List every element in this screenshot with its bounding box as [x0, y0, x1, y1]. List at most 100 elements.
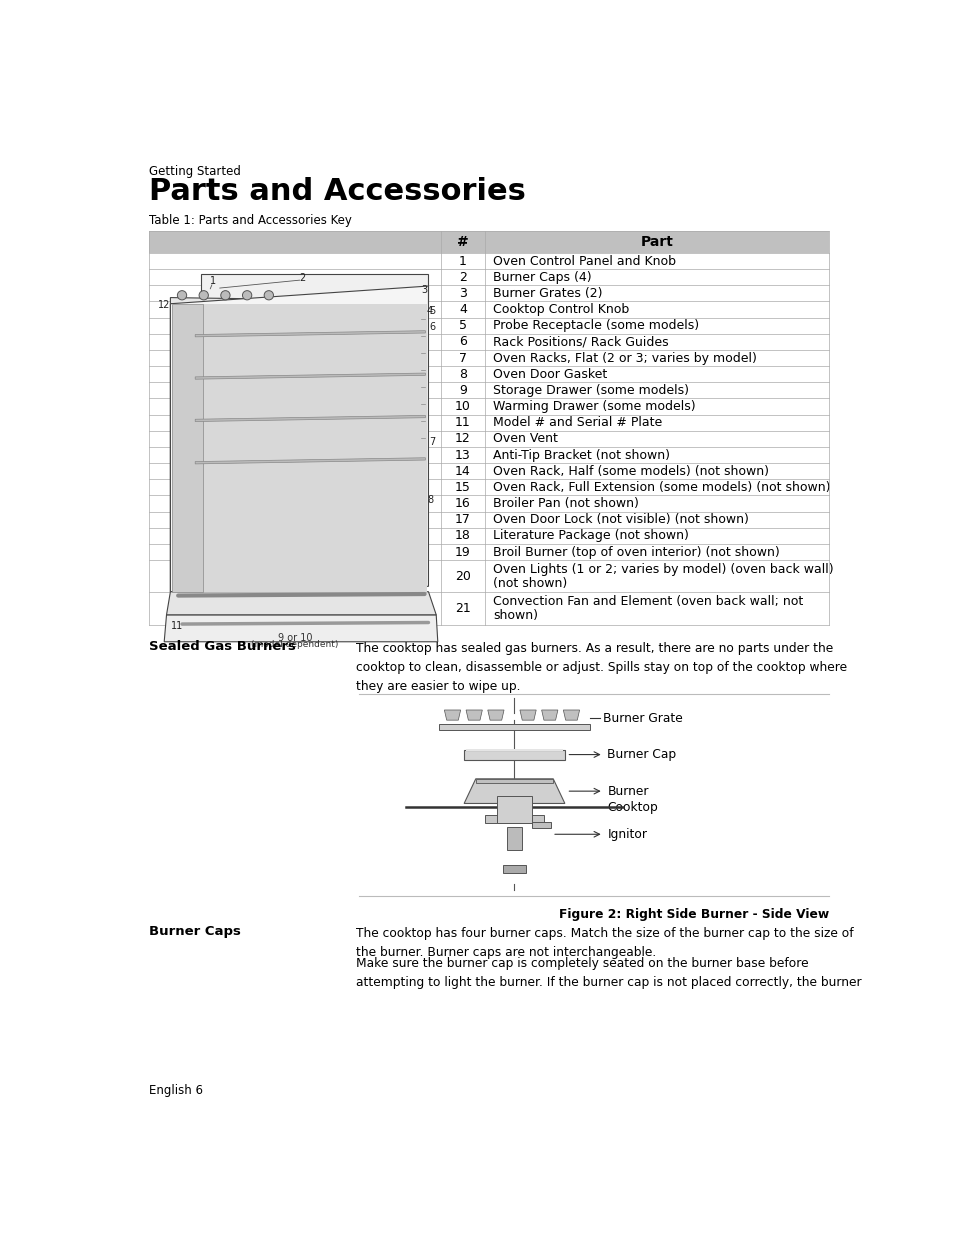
Polygon shape	[541, 710, 558, 720]
Bar	[506, 826, 521, 850]
Text: Oven Door Gasket: Oven Door Gasket	[493, 368, 606, 380]
Text: 15: 15	[455, 480, 471, 494]
Bar	[149, 231, 828, 253]
Text: Ignitor: Ignitor	[607, 827, 647, 841]
Text: Oven Vent: Oven Vent	[493, 432, 558, 446]
Polygon shape	[172, 304, 203, 592]
Text: 12: 12	[158, 300, 171, 310]
Text: (not shown): (not shown)	[493, 577, 566, 590]
Text: 13: 13	[455, 448, 471, 462]
Text: 19: 19	[455, 546, 471, 558]
Circle shape	[199, 290, 208, 300]
Text: 11: 11	[171, 621, 183, 631]
Text: Sealed Gas Burners: Sealed Gas Burners	[149, 640, 295, 653]
Text: Burner Grates (2): Burner Grates (2)	[493, 287, 601, 300]
Text: Parts and Accessories: Parts and Accessories	[149, 178, 525, 206]
Text: 4: 4	[427, 306, 433, 316]
Text: Figure 2: Right Side Burner - Side View: Figure 2: Right Side Burner - Side View	[558, 908, 828, 921]
Text: Make sure the burner cap is completely seated on the burner base before
attempti: Make sure the burner cap is completely s…	[355, 957, 861, 989]
Text: 16: 16	[455, 496, 471, 510]
Bar	[497, 795, 532, 823]
Circle shape	[242, 290, 252, 300]
Text: The cooktop has sealed gas burners. As a result, there are no parts under the
co: The cooktop has sealed gas burners. As a…	[355, 642, 846, 693]
Text: Oven Door Lock (not visible) (not shown): Oven Door Lock (not visible) (not shown)	[493, 514, 748, 526]
Polygon shape	[444, 710, 460, 720]
Polygon shape	[167, 592, 436, 615]
Bar	[532, 823, 551, 829]
Text: Burner Grate: Burner Grate	[602, 711, 682, 725]
Polygon shape	[519, 710, 536, 720]
Text: Literature Package (not shown): Literature Package (not shown)	[493, 530, 688, 542]
Text: 5: 5	[458, 319, 466, 332]
Polygon shape	[195, 331, 425, 337]
Polygon shape	[195, 373, 425, 379]
Text: Cooktop: Cooktop	[607, 800, 658, 814]
Polygon shape	[164, 615, 437, 642]
Text: 9: 9	[458, 384, 466, 396]
Text: 18: 18	[455, 530, 471, 542]
Text: 10: 10	[455, 400, 471, 412]
Text: 6: 6	[429, 322, 435, 332]
Text: Broiler Pan (not shown): Broiler Pan (not shown)	[493, 496, 638, 510]
Bar	[485, 815, 543, 823]
Text: Oven Lights (1 or 2; varies by model) (oven back wall): Oven Lights (1 or 2; varies by model) (o…	[493, 563, 833, 576]
Text: Model # and Serial # Plate: Model # and Serial # Plate	[493, 416, 661, 430]
Circle shape	[177, 290, 187, 300]
Text: 1: 1	[458, 254, 466, 268]
Text: Table 1: Parts and Accessories Key: Table 1: Parts and Accessories Key	[149, 214, 352, 227]
Text: 2: 2	[458, 270, 466, 284]
Polygon shape	[171, 304, 201, 592]
Text: 9 or 10: 9 or 10	[277, 632, 312, 642]
Polygon shape	[562, 710, 579, 720]
Text: 20: 20	[455, 569, 471, 583]
Text: 11: 11	[455, 416, 471, 430]
Text: Warming Drawer (some models): Warming Drawer (some models)	[493, 400, 695, 412]
Bar	[476, 779, 553, 783]
Text: (model dependent): (model dependent)	[251, 640, 338, 650]
Polygon shape	[466, 710, 482, 720]
Polygon shape	[464, 779, 564, 804]
Polygon shape	[201, 274, 428, 301]
Text: Oven Control Panel and Knob: Oven Control Panel and Knob	[493, 254, 675, 268]
Text: 7: 7	[429, 437, 435, 447]
Text: Oven Rack, Half (some models) (not shown): Oven Rack, Half (some models) (not shown…	[493, 464, 768, 478]
Text: 4: 4	[458, 303, 466, 316]
Polygon shape	[195, 458, 425, 464]
Bar	[464, 750, 564, 760]
Text: Anti-Tip Bracket (not shown): Anti-Tip Bracket (not shown)	[493, 448, 669, 462]
Text: Probe Receptacle (some models): Probe Receptacle (some models)	[493, 319, 699, 332]
Text: Storage Drawer (some models): Storage Drawer (some models)	[493, 384, 688, 396]
Text: 3: 3	[421, 285, 427, 295]
Text: The cooktop has four burner caps. Match the size of the burner cap to the size o: The cooktop has four burner caps. Match …	[355, 926, 852, 958]
Bar	[465, 748, 562, 751]
Text: Oven Rack, Full Extension (some models) (not shown): Oven Rack, Full Extension (some models) …	[493, 480, 829, 494]
Polygon shape	[195, 415, 425, 421]
Text: Part: Part	[640, 235, 673, 249]
Text: 7: 7	[458, 352, 466, 364]
Text: 8: 8	[427, 495, 434, 505]
Text: Burner: Burner	[607, 784, 648, 798]
Text: 12: 12	[455, 432, 471, 446]
Text: 1: 1	[210, 275, 216, 285]
Bar	[438, 724, 590, 730]
Text: Broil Burner (top of oven interior) (not shown): Broil Burner (top of oven interior) (not…	[493, 546, 779, 558]
Text: Burner Caps: Burner Caps	[149, 925, 240, 939]
Polygon shape	[203, 304, 427, 592]
Text: Burner Cap: Burner Cap	[607, 748, 676, 761]
Text: 8: 8	[458, 368, 466, 380]
Text: Oven Racks, Flat (2 or 3; varies by model): Oven Racks, Flat (2 or 3; varies by mode…	[493, 352, 756, 364]
Text: Rack Positions/ Rack Guides: Rack Positions/ Rack Guides	[493, 336, 668, 348]
Circle shape	[264, 290, 274, 300]
Circle shape	[220, 290, 230, 300]
Text: shown): shown)	[493, 609, 537, 622]
Text: Getting Started: Getting Started	[149, 165, 240, 178]
Text: 6: 6	[458, 336, 466, 348]
Text: Cooktop Control Knob: Cooktop Control Knob	[493, 303, 628, 316]
Polygon shape	[487, 710, 503, 720]
Text: Burner Caps (4): Burner Caps (4)	[493, 270, 591, 284]
Text: #: #	[456, 235, 468, 249]
Text: 3: 3	[458, 287, 466, 300]
Text: Convection Fan and Element (oven back wall; not: Convection Fan and Element (oven back wa…	[493, 595, 802, 608]
Text: 2: 2	[299, 273, 305, 283]
Text: 21: 21	[455, 603, 471, 615]
